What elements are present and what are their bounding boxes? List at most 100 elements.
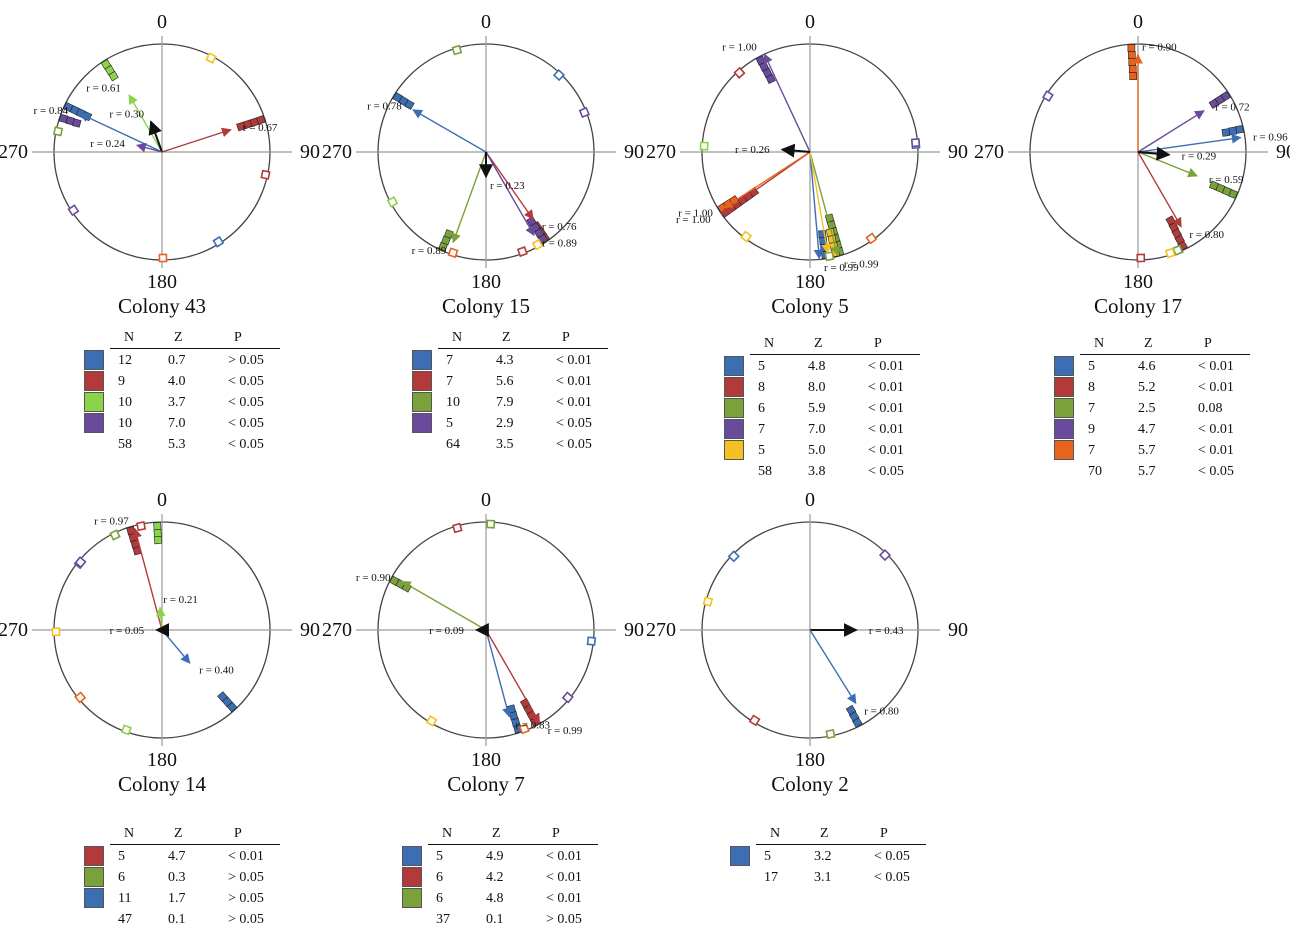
stats-cell-z: 4.0 xyxy=(168,374,186,389)
color-swatch xyxy=(402,888,422,908)
stats-row: 6 0.3 > 0.05 xyxy=(84,867,300,888)
colony-title: Colony 17 xyxy=(1093,294,1183,318)
stats-cell-z: 5.3 xyxy=(168,437,186,452)
rim-marker xyxy=(120,724,132,736)
colony-title: Colony 5 xyxy=(771,294,849,318)
color-swatch xyxy=(84,371,104,391)
color-swatch xyxy=(84,867,104,887)
stats-cell-p: < 0.01 xyxy=(1198,359,1234,374)
r-value-label: r = 0.83 xyxy=(515,720,550,732)
stats-cell-p: < 0.01 xyxy=(868,380,904,395)
rim-marker xyxy=(552,68,566,82)
color-swatch xyxy=(724,377,744,397)
degree-label-90: 90 xyxy=(624,141,644,163)
degree-label-0: 0 xyxy=(805,489,815,511)
sample-marker xyxy=(1208,180,1219,191)
rim-marker xyxy=(1164,247,1176,259)
r-value-label: r = 0.67 xyxy=(243,122,278,134)
color-swatch xyxy=(412,413,432,433)
stats-header: P xyxy=(562,330,570,345)
colony-title: Colony 14 xyxy=(117,772,207,796)
sample-marker xyxy=(1221,128,1231,137)
stats-row: 58 3.8 < 0.05 xyxy=(750,461,940,482)
stats-cell-p: < 0.05 xyxy=(228,374,264,389)
stats-cell-n: 7 xyxy=(1088,401,1095,416)
stats-cell-z: 7.0 xyxy=(808,422,826,437)
r-value-label: r = 0.99 xyxy=(844,258,879,270)
color-swatch xyxy=(724,398,744,418)
stats-cell-n: 6 xyxy=(118,870,125,885)
stats-header: P xyxy=(234,826,242,841)
stats-header: N xyxy=(442,826,453,841)
r-value-label: r = 0.99 xyxy=(548,725,583,737)
stats-cell-n: 6 xyxy=(436,891,443,906)
stats-cell-p: < 0.01 xyxy=(1198,422,1234,437)
degree-label-270: 270 xyxy=(974,141,1004,163)
stats-row: 10 3.7 < 0.05 xyxy=(84,392,300,413)
stats-cell-p: < 0.05 xyxy=(874,849,910,864)
r-value-label: r = 0.90 xyxy=(356,572,391,584)
mean-vector-arrow xyxy=(485,629,512,718)
stats-header: P xyxy=(234,330,242,345)
rim-marker xyxy=(452,522,463,534)
header-rule xyxy=(756,844,926,845)
stats-cell-n: 10 xyxy=(446,395,460,410)
stats-cell-p: < 0.01 xyxy=(868,401,904,416)
rim-marker xyxy=(212,235,225,248)
stats-cell-z: 3.7 xyxy=(168,395,186,410)
degree-label-90: 90 xyxy=(1276,141,1290,163)
stats-cell-z: 0.7 xyxy=(168,353,186,368)
degree-label-270: 270 xyxy=(646,141,676,163)
stats-header: P xyxy=(552,826,560,841)
degree-label-270: 270 xyxy=(0,141,28,163)
degree-label-180: 180 xyxy=(1123,271,1153,293)
r-value-label: r = 0.29 xyxy=(1182,150,1217,162)
color-swatch xyxy=(1054,356,1074,376)
stats-row: 5 5.0 < 0.01 xyxy=(724,440,940,461)
stats-row: 7 5.7 < 0.01 xyxy=(1054,440,1270,461)
rim-marker xyxy=(51,627,61,637)
colony-title: Colony 7 xyxy=(447,772,525,796)
rim-marker xyxy=(1042,90,1054,103)
header-rule xyxy=(438,348,608,349)
r-value-label: r = 0.97 xyxy=(94,516,129,528)
header-rule xyxy=(750,354,920,355)
color-swatch xyxy=(84,846,104,866)
rim-marker xyxy=(865,232,878,245)
rim-marker xyxy=(740,230,753,243)
stats-cell-n: 5 xyxy=(1088,359,1095,374)
header-rule xyxy=(110,348,280,349)
stats-cell-n: 5 xyxy=(764,849,771,864)
sample-marker xyxy=(153,535,163,545)
stats-cell-z: 5.7 xyxy=(1138,464,1156,479)
rim-marker xyxy=(1172,244,1184,256)
stats-row: 5 4.9 < 0.01 xyxy=(402,846,618,867)
mean-vector-arrow xyxy=(809,151,824,260)
rim-marker xyxy=(109,529,121,541)
mean-vector-arrow xyxy=(128,94,163,153)
stats-header: P xyxy=(1204,336,1212,351)
stats-header: N xyxy=(770,826,781,841)
degree-label-180: 180 xyxy=(471,271,501,293)
stats-cell-p: < 0.05 xyxy=(1198,464,1234,479)
rim-marker xyxy=(447,247,459,259)
r-value-label: r = 0.43 xyxy=(869,625,904,637)
rim-marker xyxy=(878,549,892,562)
stats-cell-p: < 0.05 xyxy=(556,416,592,431)
sample-marker xyxy=(217,691,228,702)
mean-vector-arrow xyxy=(485,151,534,221)
r-value-label: r = 0.99 xyxy=(824,262,859,274)
stats-cell-p: < 0.01 xyxy=(1198,380,1234,395)
color-swatch xyxy=(1054,440,1074,460)
degree-label-90: 90 xyxy=(300,619,320,641)
r-value-label: r = 0.23 xyxy=(490,180,525,192)
stats-row: 12 0.7 > 0.05 xyxy=(84,350,300,371)
r-value-label: r = 0.09 xyxy=(429,625,464,637)
rim-marker xyxy=(531,238,544,251)
sample-marker xyxy=(1208,98,1220,109)
stats-cell-z: 4.7 xyxy=(168,849,186,864)
color-swatch xyxy=(412,350,432,370)
sample-marker xyxy=(236,121,246,132)
